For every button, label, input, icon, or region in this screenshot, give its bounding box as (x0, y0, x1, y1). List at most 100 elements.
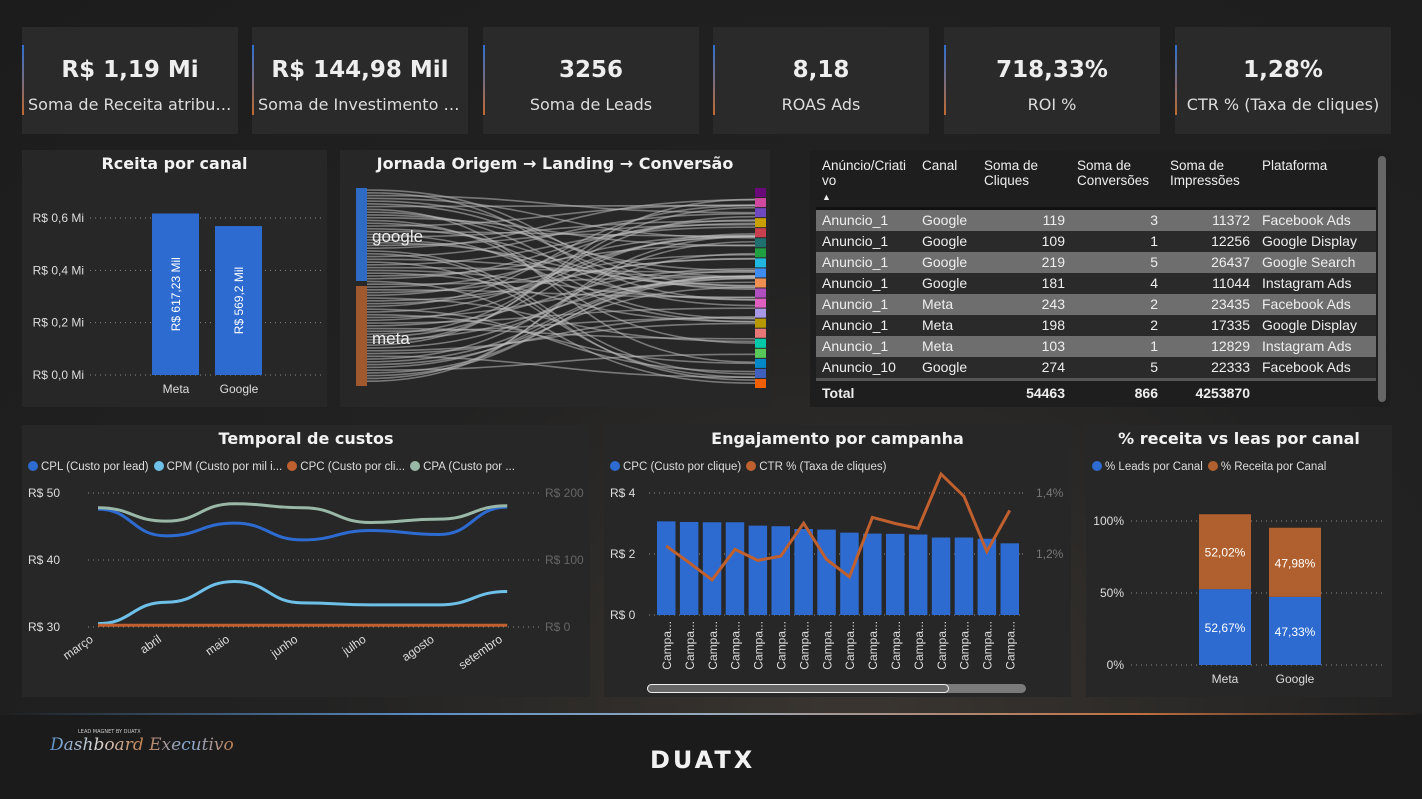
table-cell: 198 (978, 315, 1071, 336)
total-cell (916, 378, 978, 406)
column-header-impressoes[interactable]: Soma de Impressões (1164, 156, 1256, 210)
legend-item[interactable]: CPC (Custo por cli... (287, 461, 405, 473)
table-cell: 5 (1071, 357, 1164, 380)
table-scrollbar[interactable] (1378, 156, 1386, 402)
y-tick-label: R$ 0,4 Mi (33, 263, 84, 277)
sankey-link (366, 240, 756, 380)
table-row[interactable]: Anuncio_1 Google 109 1 12256 Google Display (816, 231, 1376, 252)
table-row[interactable]: Anuncio_1 Google 181 4 11044 Instagram Ads (816, 273, 1376, 294)
table-cell: Meta (916, 336, 978, 357)
table-cell: Google (916, 231, 978, 252)
sankey-node-target (755, 328, 766, 338)
kpi-label: Soma de Receita atribuí... (28, 95, 232, 114)
sankey-link (366, 235, 756, 322)
table-cell: 3 (1071, 208, 1164, 231)
legend-item[interactable]: % Leads por Canal (1092, 461, 1203, 473)
table-cell: Instagram Ads (1256, 273, 1376, 294)
data-label: 52,02% (1205, 546, 1246, 560)
stacked-segment (1269, 527, 1321, 597)
y-tick-label: R$ 0 (610, 608, 636, 622)
y-tick-label: R$ 0,2 Mi (33, 316, 84, 330)
column-header-cliques[interactable]: Soma de Cliques (978, 156, 1071, 210)
table-cell: 22333 (1164, 357, 1256, 380)
table-cell: 2 (1071, 315, 1164, 336)
table-cell: 5 (1071, 252, 1164, 273)
bar-campanha (886, 533, 905, 615)
x-tick-label: Campa... (935, 621, 949, 670)
table-row[interactable]: Anuncio_1 Google 219 5 26437 Google Search (816, 252, 1376, 273)
total-cell: 866 (1071, 378, 1164, 406)
x-tick-label: Campa... (889, 621, 903, 670)
kpi-card-roas: 8,18 ROAS Ads (713, 27, 929, 134)
sankey-link (366, 212, 756, 258)
sankey-node-target (755, 278, 766, 288)
legend-item[interactable]: CPA (Custo por ... (410, 461, 515, 473)
kpi-label: ROI % (1027, 95, 1077, 114)
total-cell: Total (816, 378, 916, 406)
sankey-link (366, 226, 756, 266)
y2-tick-label: R$ 0 (545, 620, 571, 634)
engajamento-campanha-chart: Engajamento por campanha CPC (Custo por … (604, 425, 1071, 697)
legend-dot-icon (153, 461, 164, 471)
legend-item[interactable]: CPM (Custo por mil i... (153, 461, 282, 473)
table-row[interactable]: Anuncio_1 Meta 103 1 12829 Instagram Ads (816, 336, 1376, 357)
legend-item[interactable]: % Receita por Canal (1207, 461, 1326, 473)
table-cell: Anuncio_1 (816, 231, 916, 252)
table-cell: 4 (1071, 273, 1164, 294)
bar-meta (152, 213, 199, 375)
sankey-link (366, 219, 756, 297)
table-row[interactable]: Anuncio_1 Meta 198 2 17335 Google Display (816, 315, 1376, 336)
table-row[interactable]: Anuncio_1 Meta 243 2 23435 Facebook Ads (816, 294, 1376, 315)
series-line-cpm (97, 579, 508, 626)
horizontal-scrollbar[interactable] (647, 684, 1026, 693)
x-tick-label: Campa... (843, 621, 857, 670)
sankey-link (366, 222, 756, 280)
table-cell: Facebook Ads (1256, 294, 1376, 315)
bar-campanha (863, 533, 882, 615)
table-cell: Anuncio_1 (816, 208, 916, 231)
sankey-link (366, 206, 756, 344)
column-header-plataforma[interactable]: Plataforma (1256, 156, 1376, 210)
x-tick-label: Google (220, 382, 259, 396)
legend-item[interactable]: CTR % (Taxa de cliques) (746, 461, 886, 473)
scrollbar-thumb[interactable] (647, 684, 949, 693)
table-row[interactable]: Anuncio_1 Google 119 3 11372 Facebook Ads (816, 208, 1376, 231)
kpi-value: 718,33% (996, 57, 1108, 83)
column-header-conversoes[interactable]: Soma de Conversões (1071, 156, 1164, 210)
sankey-node-target (755, 288, 766, 298)
bar-campanha (817, 529, 836, 615)
legend-dot-icon (1092, 461, 1102, 471)
total-cell (1256, 378, 1376, 406)
y-tick-label: R$ 40 (28, 553, 60, 567)
legend-dot-icon (610, 461, 620, 471)
sankey-link (366, 234, 756, 288)
sankey-link (366, 235, 756, 383)
legend-item[interactable]: CPC (Custo por clique) (610, 461, 741, 473)
footer: LEAD MAGNET BY DUATX Dashboard Executivo… (0, 715, 1422, 799)
y-tick-label: R$ 50 (28, 486, 60, 500)
bar-campanha (954, 537, 974, 615)
stacked-segment (1199, 514, 1251, 590)
table-cell: 119 (978, 208, 1071, 231)
table-cell: 243 (978, 294, 1071, 315)
combo-chart-svg: R$ 0 R$ 2 R$ 4 1,2% 1,4% Campa... Campa... Camp… (610, 471, 1064, 670)
table-cell: Anuncio_1 (816, 294, 916, 315)
x-tick-label: Campa... (1004, 621, 1018, 670)
table-cell: 103 (978, 336, 1071, 357)
sankey-link (366, 275, 756, 377)
sankey-link (366, 327, 756, 340)
x-tick-label: Campa... (660, 621, 674, 670)
bar-campanha (1000, 543, 1019, 615)
column-header-anuncio[interactable]: Anúncio/Criativo ▲ (816, 156, 916, 210)
legend-item[interactable]: CPL (Custo por lead) (28, 461, 149, 473)
table-cell: 1 (1071, 231, 1164, 252)
sankey-node-target (755, 238, 766, 248)
dashboard-executivo-logo: LEAD MAGNET BY DUATX Dashboard Executivo (50, 729, 234, 755)
column-header-canal[interactable]: Canal (916, 156, 978, 210)
table-total-row: Total 54463 866 4253870 (816, 378, 1376, 406)
sankey-link (366, 200, 756, 278)
legend-dot-icon (410, 461, 421, 471)
chart-title: % receita vs leas por canal (1118, 429, 1360, 448)
chart-legend: % Leads por Canal % Receita por Canal (1092, 461, 1331, 473)
table-row[interactable]: Anuncio_10 Google 274 5 22333 Facebook Ads (816, 357, 1376, 380)
